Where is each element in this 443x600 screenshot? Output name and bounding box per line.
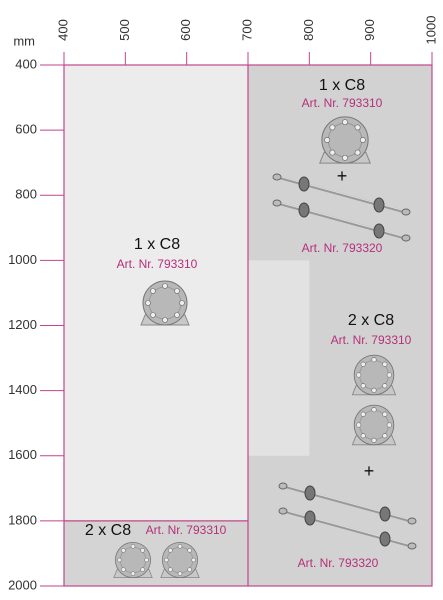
article: Art. Nr. 793310 bbox=[302, 96, 383, 110]
y-tick-label: 800 bbox=[15, 187, 37, 202]
quantity: 2 x C8 bbox=[85, 522, 131, 539]
rod-article: Art. Nr. 793320 bbox=[298, 556, 379, 570]
quantity: 1 x C8 bbox=[319, 77, 365, 94]
rod-article: Art. Nr. 793320 bbox=[302, 241, 383, 255]
x-tick-label: 600 bbox=[178, 19, 193, 41]
y-tick-label: 1200 bbox=[8, 317, 37, 332]
plus: + bbox=[337, 166, 348, 186]
panel-bg bbox=[248, 260, 310, 456]
quantity: 1 x C8 bbox=[134, 236, 180, 253]
layer: 400 500 600 700 800 900 1000 400 600 800 1000 1200 1… bbox=[8, 16, 438, 593]
y-tick-label: 1400 bbox=[8, 382, 37, 397]
panel-bg bbox=[64, 520, 248, 586]
plus: + bbox=[364, 461, 375, 481]
article: Art. Nr. 793310 bbox=[117, 257, 198, 271]
x-tick-label: 800 bbox=[301, 19, 316, 41]
quantity: 2 x C8 bbox=[348, 312, 394, 329]
x-tick-label: 900 bbox=[362, 19, 377, 41]
y-tick-label: 400 bbox=[15, 56, 37, 71]
y-tick-label: 1000 bbox=[8, 252, 37, 267]
x-tick-label: 1000 bbox=[423, 16, 438, 45]
y-tick-label: 600 bbox=[15, 122, 37, 137]
x-tick-label: 700 bbox=[239, 19, 254, 41]
y-tick-label: 1800 bbox=[8, 512, 37, 527]
y-tick-label: 1600 bbox=[8, 447, 37, 462]
x-tick-label: 400 bbox=[55, 19, 70, 41]
article: Art. Nr. 793310 bbox=[146, 523, 227, 537]
y-tick-label: 2000 bbox=[8, 577, 37, 592]
x-tick-label: 500 bbox=[117, 19, 132, 41]
unit-label: mm bbox=[13, 33, 35, 48]
article: Art. Nr. 793310 bbox=[331, 333, 412, 347]
